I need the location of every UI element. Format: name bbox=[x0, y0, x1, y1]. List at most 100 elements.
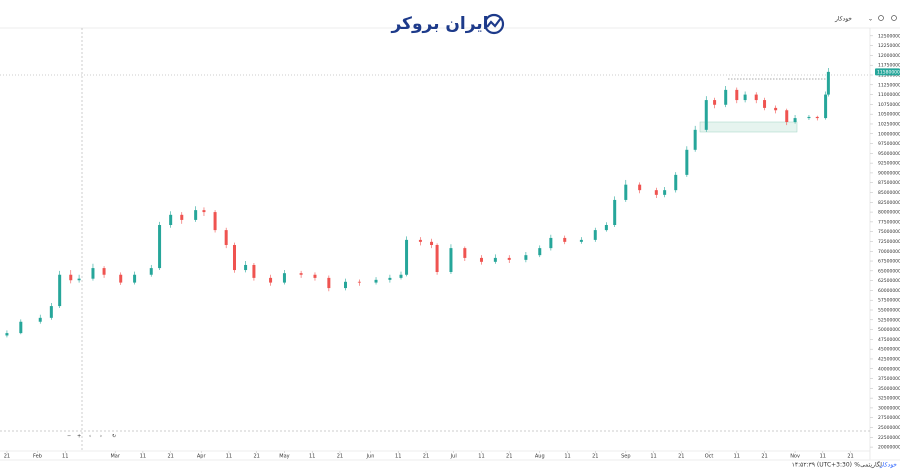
x-tick-label: 11 bbox=[309, 454, 315, 460]
candle bbox=[824, 91, 828, 120]
candle-body bbox=[754, 94, 758, 101]
candle-body bbox=[704, 100, 708, 130]
candle bbox=[713, 97, 717, 109]
footer-auto[interactable]: خودکار bbox=[879, 462, 897, 469]
candle bbox=[357, 279, 361, 286]
candle-body bbox=[58, 274, 62, 307]
footer-log[interactable]: لگاریتمی bbox=[860, 461, 882, 469]
candle-body bbox=[282, 273, 286, 283]
candle-body bbox=[119, 274, 123, 283]
reset[interactable]: ↻ bbox=[112, 434, 116, 440]
y-tick-label: 70000000 bbox=[878, 249, 900, 255]
x-tick-label: Jun bbox=[366, 454, 375, 460]
candle-body bbox=[399, 274, 403, 278]
x-tick-label: Sep bbox=[621, 454, 630, 460]
y-tick-label: 80000000 bbox=[878, 210, 900, 216]
x-tick-label: 11 bbox=[734, 454, 740, 460]
footer-percent[interactable]: % bbox=[854, 462, 860, 469]
y-tick-label: 87500000 bbox=[878, 180, 900, 186]
y-tick-label: 120000000 bbox=[878, 53, 900, 59]
x-tick-label: 11 bbox=[226, 454, 232, 460]
candle-body bbox=[49, 306, 53, 318]
y-tick-label: 82500000 bbox=[878, 200, 900, 206]
x-tick-label: May bbox=[279, 454, 289, 460]
candle-body bbox=[674, 174, 678, 191]
candle-body bbox=[102, 268, 106, 275]
settings-icon[interactable] bbox=[891, 15, 897, 21]
candle bbox=[807, 114, 811, 121]
candle bbox=[685, 146, 689, 177]
logo-ring bbox=[483, 13, 505, 35]
y-tick-label: 125000000 bbox=[878, 33, 900, 39]
candle bbox=[774, 105, 778, 114]
y-tick-label: 90000000 bbox=[878, 170, 900, 176]
x-tick-label: Oct bbox=[705, 454, 714, 460]
candle bbox=[549, 234, 553, 251]
candle bbox=[479, 255, 483, 265]
candle-body bbox=[202, 210, 206, 213]
candle bbox=[299, 270, 303, 278]
candle-body bbox=[418, 239, 422, 242]
candle-body bbox=[638, 184, 642, 191]
candle bbox=[77, 274, 81, 283]
candle bbox=[638, 182, 642, 194]
candle bbox=[743, 91, 747, 103]
y-tick-label: 45000000 bbox=[878, 347, 900, 353]
candle bbox=[815, 115, 819, 121]
candle bbox=[704, 96, 708, 132]
candle-body bbox=[826, 71, 830, 95]
candle bbox=[19, 319, 23, 335]
scroll-right[interactable]: › bbox=[100, 434, 102, 440]
candle bbox=[613, 196, 617, 227]
candle bbox=[724, 85, 728, 108]
candle bbox=[785, 108, 789, 126]
candle-body bbox=[763, 100, 767, 108]
x-tick-label: 21 bbox=[167, 454, 173, 460]
candle bbox=[674, 172, 678, 193]
x-tick-label: 21 bbox=[761, 454, 767, 460]
zoom-out[interactable]: − bbox=[67, 434, 71, 440]
candle bbox=[49, 302, 53, 320]
candle-body bbox=[815, 116, 819, 119]
candle bbox=[593, 227, 597, 242]
candle-body bbox=[507, 257, 511, 260]
y-tick-label: 50000000 bbox=[878, 327, 900, 333]
candle bbox=[763, 97, 767, 111]
menu-auto[interactable]: خودکار bbox=[834, 16, 852, 23]
candle bbox=[194, 206, 198, 222]
y-tick-label: 42500000 bbox=[878, 356, 900, 362]
x-tick-label: 11 bbox=[650, 454, 656, 460]
candle bbox=[149, 264, 153, 277]
candle-body bbox=[19, 321, 23, 334]
zoom-in[interactable]: + bbox=[77, 434, 81, 440]
candle bbox=[405, 236, 409, 277]
candle-body bbox=[388, 277, 392, 280]
candle-body bbox=[685, 149, 689, 175]
candle-body bbox=[180, 214, 184, 220]
x-tick-label: Feb bbox=[33, 454, 42, 460]
candle-body bbox=[613, 199, 617, 226]
candle-body bbox=[579, 239, 583, 242]
candle-body bbox=[269, 277, 273, 283]
candle-body bbox=[743, 94, 747, 101]
logo-text: ایران بروکر bbox=[390, 14, 488, 34]
candle-body bbox=[405, 239, 409, 275]
candle-body bbox=[604, 225, 608, 231]
y-tick-label: 22500000 bbox=[878, 435, 900, 441]
footer-clock: ۱۴:۵۲:۳۹ (UTC+3:30) bbox=[792, 462, 852, 469]
search-icon[interactable] bbox=[878, 15, 884, 21]
candle-body bbox=[824, 94, 828, 119]
x-tick-label: 21 bbox=[592, 454, 598, 460]
y-tick-label: 37500000 bbox=[878, 376, 900, 382]
x-tick-label: 11 bbox=[140, 454, 146, 460]
candle bbox=[418, 237, 422, 246]
candle-body bbox=[693, 129, 697, 150]
scroll-left[interactable]: ‹ bbox=[89, 434, 91, 440]
candle-body bbox=[735, 89, 739, 101]
x-tick-label: 11 bbox=[564, 454, 570, 460]
y-tick-label: 62500000 bbox=[878, 278, 900, 284]
candle-body bbox=[449, 248, 453, 273]
candle-body bbox=[299, 273, 303, 275]
candle-body bbox=[463, 248, 467, 258]
y-tick-label: 30000000 bbox=[878, 405, 900, 411]
